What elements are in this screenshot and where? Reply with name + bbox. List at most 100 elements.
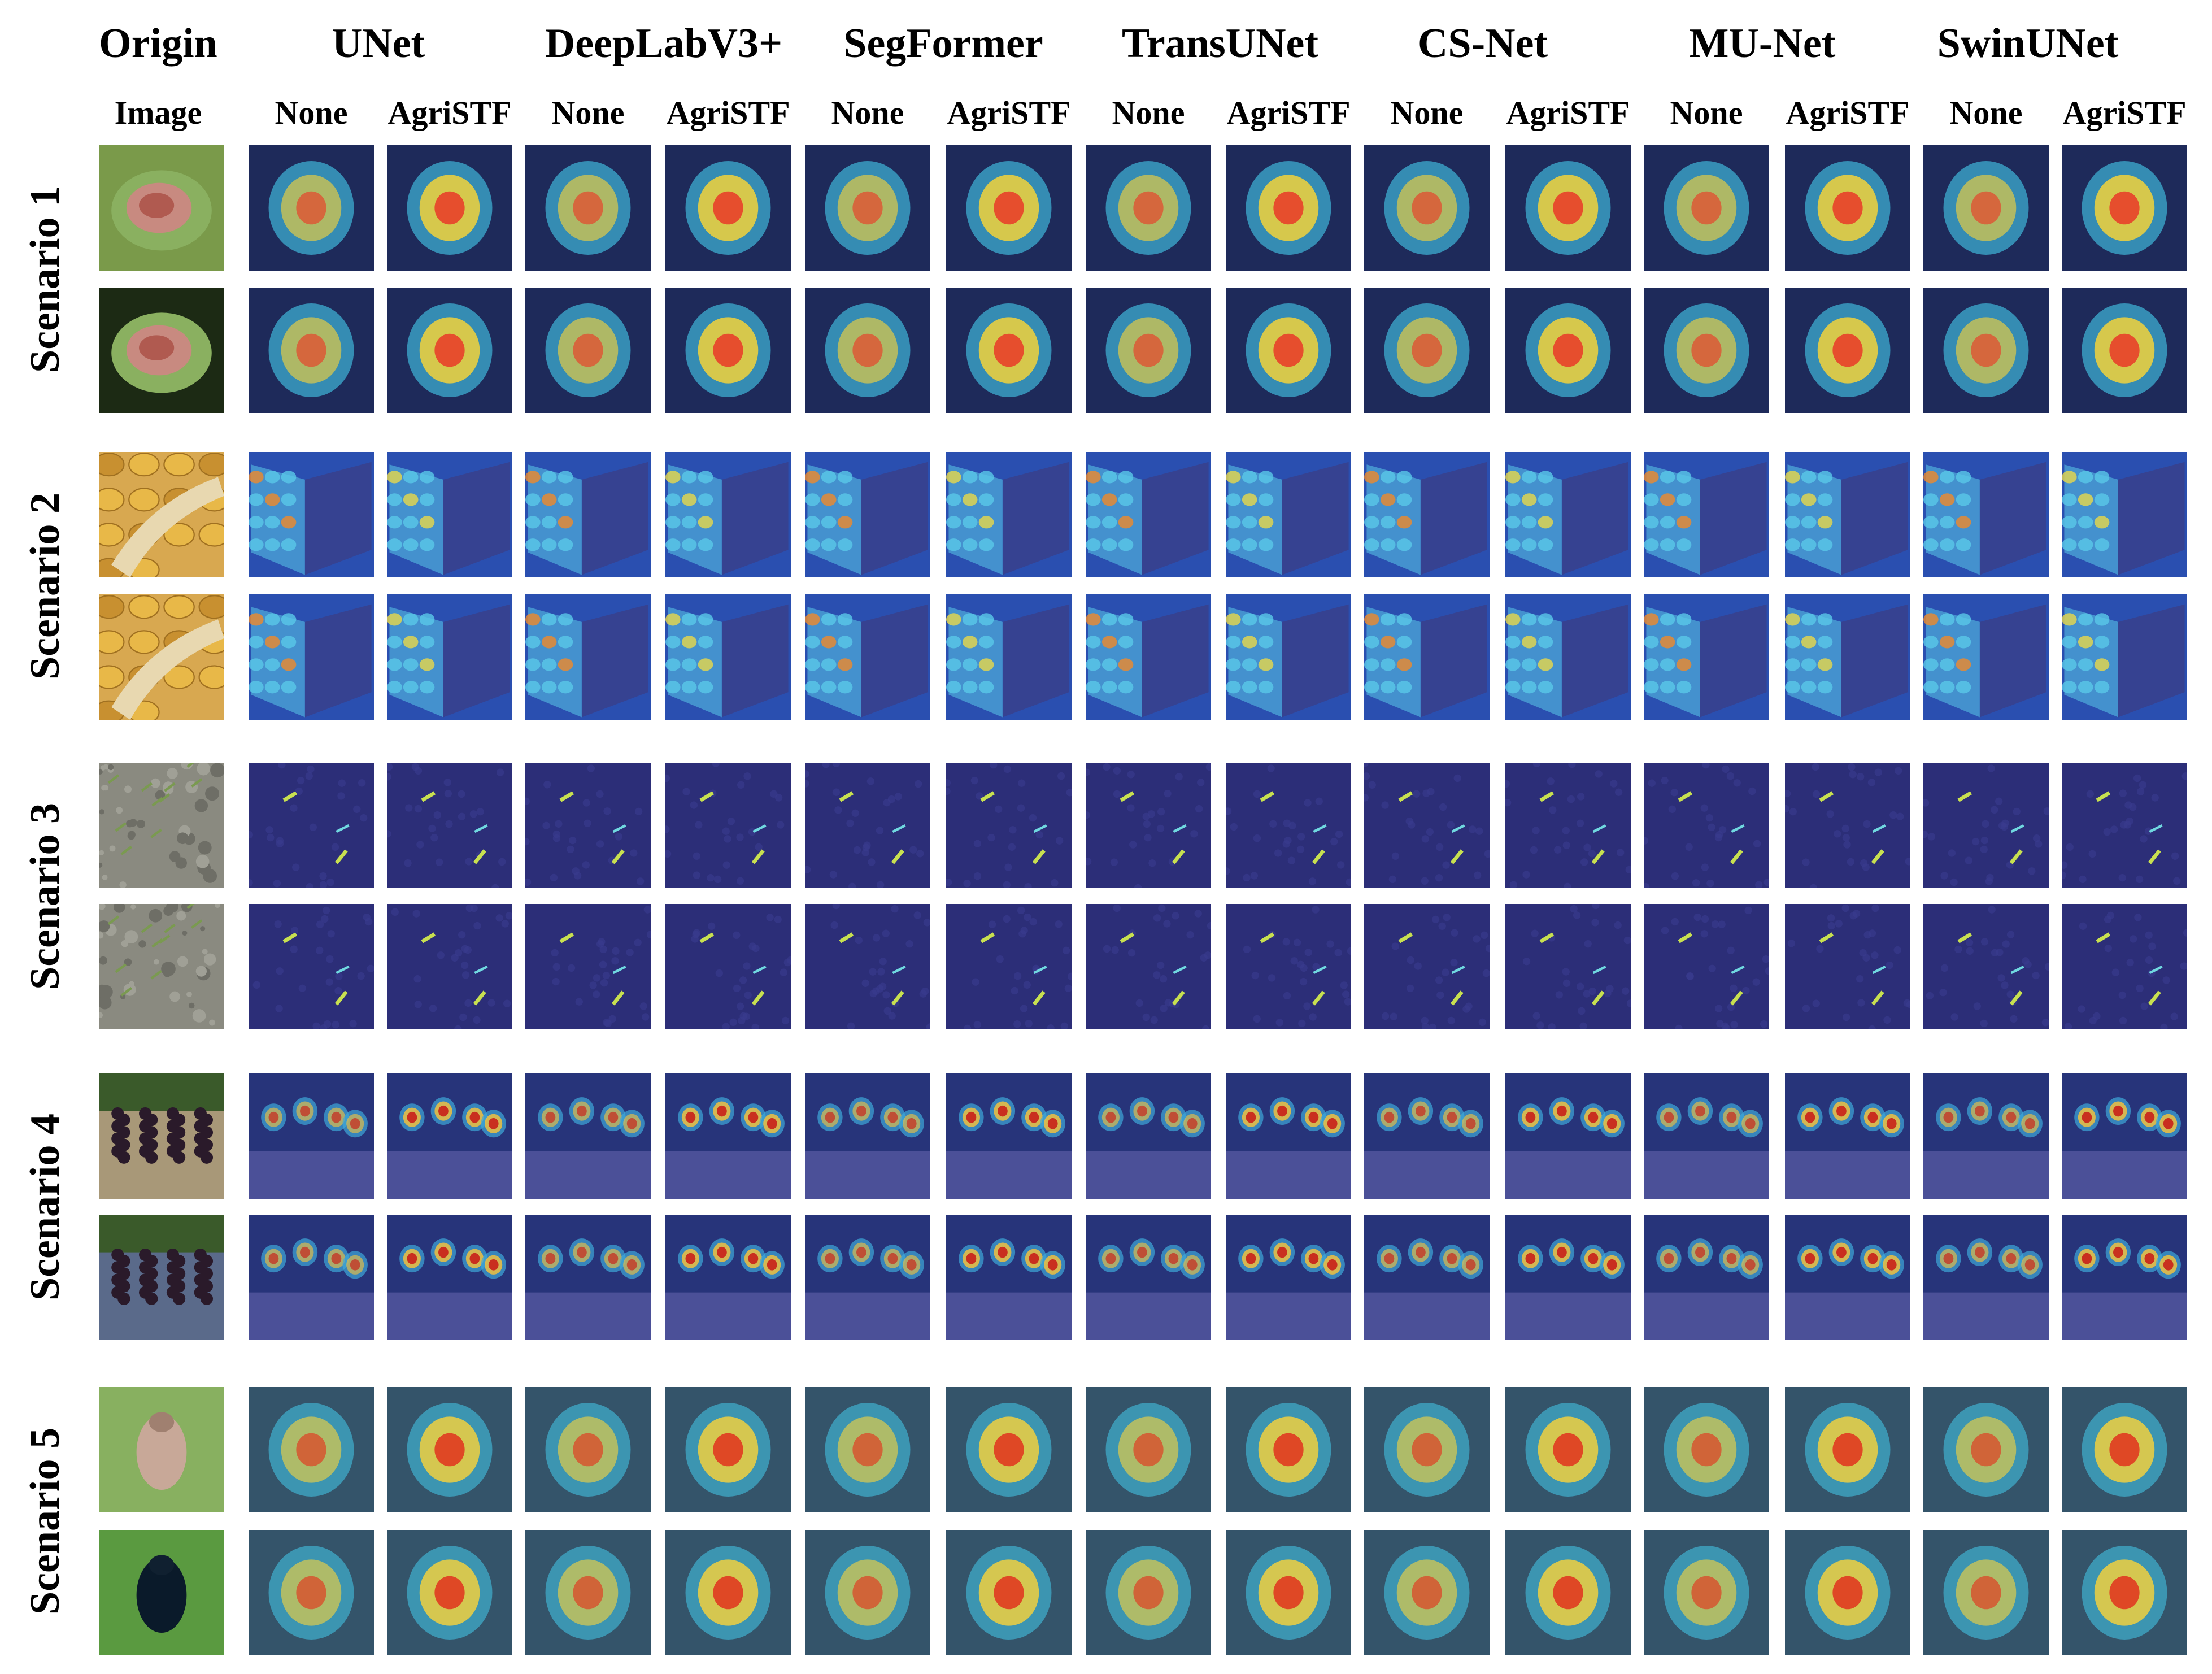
heatmap-csnet-none bbox=[1364, 288, 1490, 413]
heatmap-segformer-none bbox=[805, 1215, 930, 1340]
heatmap-segformer-agristf bbox=[946, 1073, 1072, 1199]
heatmap-csnet-agristf bbox=[1505, 1215, 1631, 1340]
heatmap-csnet-none bbox=[1364, 1073, 1490, 1199]
heatmap-csnet-agristf bbox=[1505, 1530, 1631, 1655]
heatmap-csnet-agristf bbox=[1505, 288, 1631, 413]
heatmap-swinunet-none bbox=[1923, 1530, 2049, 1655]
heatmap-swinunet-agristf bbox=[2062, 1073, 2187, 1199]
heatmap-unet-none bbox=[249, 594, 374, 720]
heatmap-unet-agristf bbox=[387, 288, 512, 413]
heatmap-segformer-none bbox=[805, 452, 930, 577]
heatmap-munet-agristf bbox=[1785, 452, 1910, 577]
origin-image bbox=[99, 763, 224, 888]
heatmap-munet-agristf bbox=[1785, 1530, 1910, 1655]
heatmap-transunet-none bbox=[1086, 763, 1211, 888]
heatmap-transunet-agristf bbox=[1226, 1073, 1351, 1199]
origin-image bbox=[99, 145, 224, 271]
heatmap-transunet-none bbox=[1086, 904, 1211, 1029]
heatmap-unet-agristf bbox=[387, 1073, 512, 1199]
heatmap-swinunet-agristf bbox=[2062, 1530, 2187, 1655]
variant-label-none: None bbox=[1670, 94, 1743, 131]
heatmap-csnet-none bbox=[1364, 452, 1490, 577]
heatmap-csnet-agristf bbox=[1505, 1073, 1631, 1199]
heatmap-deeplabv3-none bbox=[525, 1215, 651, 1340]
heatmap-swinunet-none bbox=[1923, 1215, 2049, 1340]
heatmap-transunet-agristf bbox=[1226, 763, 1351, 888]
heatmap-transunet-agristf bbox=[1226, 1387, 1351, 1512]
heatmap-deeplabv3-none bbox=[525, 904, 651, 1029]
heatmap-deeplabv3-agristf bbox=[665, 452, 791, 577]
heatmap-munet-none bbox=[1644, 1215, 1769, 1340]
heatmap-munet-none bbox=[1644, 288, 1769, 413]
heatmap-segformer-none bbox=[805, 288, 930, 413]
heatmap-deeplabv3-agristf bbox=[665, 145, 791, 271]
heatmap-deeplabv3-agristf bbox=[665, 1530, 791, 1655]
origin-image bbox=[99, 288, 224, 413]
heatmap-segformer-agristf bbox=[946, 594, 1072, 720]
model-title-csnet: CS-Net bbox=[1417, 20, 1548, 67]
heatmap-transunet-none bbox=[1086, 1530, 1211, 1655]
scenario-label: Scenario 4 bbox=[11, 1073, 79, 1340]
origin-image bbox=[99, 594, 224, 720]
heatmap-munet-none bbox=[1644, 594, 1769, 720]
heatmap-swinunet-agristf bbox=[2062, 763, 2187, 888]
variant-label-agristf: AgriSTF bbox=[2062, 94, 2187, 131]
model-title-munet: MU-Net bbox=[1689, 20, 1836, 67]
heatmap-unet-agristf bbox=[387, 763, 512, 888]
scenario-label-text: Scenario 5 bbox=[21, 1428, 68, 1615]
scenario-label: Scenario 5 bbox=[11, 1387, 79, 1655]
heatmap-segformer-agristf bbox=[946, 1387, 1072, 1512]
heatmap-segformer-agristf bbox=[946, 1530, 1072, 1655]
origin-column-subtitle: Image bbox=[114, 94, 202, 131]
variant-label-agristf: AgriSTF bbox=[1786, 94, 1910, 131]
heatmap-unet-none bbox=[249, 145, 374, 271]
heatmap-csnet-agristf bbox=[1505, 452, 1631, 577]
heatmap-swinunet-agristf bbox=[2062, 594, 2187, 720]
heatmap-unet-agristf bbox=[387, 904, 512, 1029]
heatmap-segformer-none bbox=[805, 904, 930, 1029]
heatmap-transunet-agristf bbox=[1226, 145, 1351, 271]
variant-label-agristf: AgriSTF bbox=[1226, 94, 1351, 131]
heatmap-csnet-none bbox=[1364, 904, 1490, 1029]
scenario-label-text: Scenario 2 bbox=[21, 492, 68, 680]
heatmap-swinunet-agristf bbox=[2062, 288, 2187, 413]
heatmap-csnet-agristf bbox=[1505, 1387, 1631, 1512]
heatmap-munet-agristf bbox=[1785, 1387, 1910, 1512]
heatmap-munet-none bbox=[1644, 145, 1769, 271]
heatmap-munet-agristf bbox=[1785, 145, 1910, 271]
heatmap-munet-agristf bbox=[1785, 904, 1910, 1029]
model-title-unet: UNet bbox=[332, 20, 425, 67]
scenario-label: Scenario 1 bbox=[11, 145, 79, 413]
variant-label-agristf: AgriSTF bbox=[387, 94, 512, 131]
variant-label-none: None bbox=[551, 94, 625, 131]
heatmap-segformer-agristf bbox=[946, 763, 1072, 888]
heatmap-deeplabv3-agristf bbox=[665, 1073, 791, 1199]
heatmap-deeplabv3-none bbox=[525, 1530, 651, 1655]
heatmap-unet-none bbox=[249, 1215, 374, 1340]
heatmap-unet-agristf bbox=[387, 145, 512, 271]
heatmap-csnet-agristf bbox=[1505, 145, 1631, 271]
origin-image bbox=[99, 1387, 224, 1512]
heatmap-segformer-agristf bbox=[946, 1215, 1072, 1340]
heatmap-deeplabv3-none bbox=[525, 288, 651, 413]
heatmap-csnet-agristf bbox=[1505, 763, 1631, 888]
heatmap-csnet-none bbox=[1364, 1387, 1490, 1512]
heatmap-swinunet-none bbox=[1923, 452, 2049, 577]
model-title-swinunet: SwinUNet bbox=[1937, 20, 2119, 67]
heatmap-segformer-none bbox=[805, 763, 930, 888]
heatmap-deeplabv3-agristf bbox=[665, 763, 791, 888]
heatmap-segformer-none bbox=[805, 1073, 930, 1199]
heatmap-deeplabv3-agristf bbox=[665, 904, 791, 1029]
heatmap-unet-agristf bbox=[387, 452, 512, 577]
heatmap-unet-none bbox=[249, 904, 374, 1029]
model-title-segformer: SegFormer bbox=[843, 20, 1043, 67]
heatmap-transunet-none bbox=[1086, 1387, 1211, 1512]
heatmap-transunet-agristf bbox=[1226, 594, 1351, 720]
heatmap-transunet-agristf bbox=[1226, 1215, 1351, 1340]
variant-label-none: None bbox=[1949, 94, 2023, 131]
heatmap-swinunet-none bbox=[1923, 594, 2049, 720]
heatmap-transunet-agristf bbox=[1226, 904, 1351, 1029]
heatmap-segformer-agristf bbox=[946, 288, 1072, 413]
heatmap-munet-agristf bbox=[1785, 1215, 1910, 1340]
heatmap-unet-none bbox=[249, 1530, 374, 1655]
